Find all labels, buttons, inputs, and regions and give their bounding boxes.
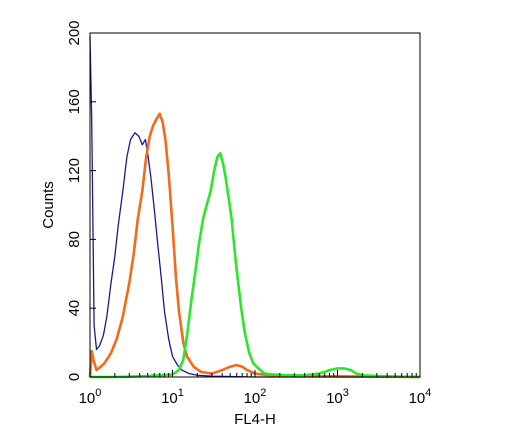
y-tick-label: 80 (66, 231, 83, 248)
x-tick-label: 100 (79, 387, 102, 407)
series-line-3 (90, 152, 421, 379)
x-tick-label: 103 (326, 387, 349, 407)
y-tick-label: 200 (66, 20, 83, 45)
series-line-2 (88, 112, 421, 379)
x-tick-label: 101 (161, 387, 184, 407)
series-line-1 (89, 36, 420, 378)
y-tick-label: 0 (66, 373, 83, 381)
y-axis-label: Counts (40, 181, 57, 229)
tick-layer: 0 40 80 120 160 200 100 101 102 103 104 (66, 20, 431, 407)
x-tick-label: 104 (409, 387, 432, 407)
x-axis-label: FL4-H (234, 411, 276, 428)
y-tick-label: 160 (66, 89, 83, 114)
y-tick-label: 40 (66, 300, 83, 317)
y-tick-label: 120 (66, 158, 83, 183)
x-tick-label: 102 (244, 387, 267, 407)
series-layer (88, 36, 421, 379)
